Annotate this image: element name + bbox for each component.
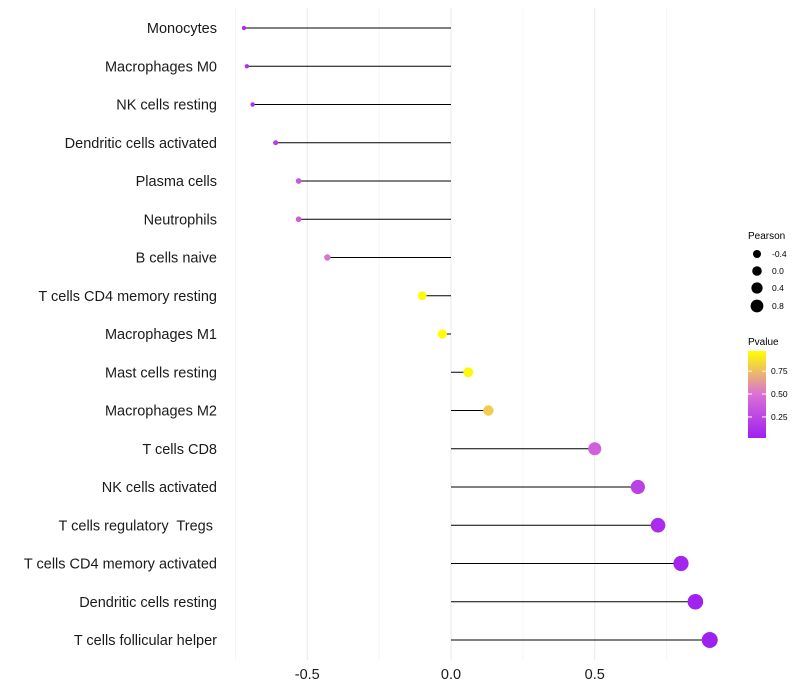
lollipop-point <box>687 593 704 610</box>
x-tick-label: 0.5 <box>585 667 605 683</box>
lollipop-point <box>650 517 666 533</box>
y-tick-label: Plasma cells <box>136 174 217 190</box>
lollipop-point <box>673 555 689 572</box>
legend-color-ticks: 0.25 0.50 0.75 <box>748 366 788 422</box>
y-tick-label: T cells follicular helper <box>74 633 217 649</box>
lollipop-points <box>241 25 718 648</box>
lollipop-point <box>630 479 645 495</box>
legend: Pearson -0.4 0.0 0.4 0.8 Pvalue 0.25 0.50 0.7… <box>748 231 788 438</box>
lollipop-point <box>417 291 427 301</box>
x-tick-label: 0.0 <box>441 667 461 683</box>
y-tick-label: NK cells activated <box>102 480 217 496</box>
legend-size-key <box>751 282 763 294</box>
lollipop-point <box>273 140 279 146</box>
y-tick-label: T cells CD4 memory activated <box>24 557 217 573</box>
lollipop-point <box>295 216 302 223</box>
legend-colorbar <box>748 351 766 438</box>
legend-color-label: 0.50 <box>771 389 788 399</box>
lollipop-point <box>244 64 250 69</box>
legend-size-label: 0.4 <box>772 283 784 293</box>
lollipop-point <box>483 405 494 416</box>
y-tick-label: T cells CD8 <box>142 442 217 458</box>
legend-size-key <box>750 299 764 313</box>
y-tick-label: Dendritic cells resting <box>79 595 217 611</box>
y-tick-label: T cells regulatory Tregs <box>59 518 218 534</box>
legend-size-keys: -0.4 0.0 0.4 0.8 <box>750 249 787 313</box>
y-tick-label: B cells naive <box>136 251 217 267</box>
x-axis-labels: -0.5 0.0 0.5 <box>295 667 605 683</box>
legend-color-label: 0.25 <box>771 412 788 422</box>
legend-size-label: -0.4 <box>772 249 787 259</box>
y-tick-label: Macrophages M0 <box>105 59 217 75</box>
legend-pvalue-title: Pvalue <box>748 337 779 348</box>
y-tick-label: Macrophages M2 <box>105 404 217 420</box>
legend-size-key <box>752 266 762 276</box>
y-tick-label: Dendritic cells activated <box>65 136 217 152</box>
y-tick-label: Macrophages M1 <box>105 327 217 343</box>
lollipop-point <box>295 178 302 184</box>
lollipop-point <box>437 329 448 339</box>
legend-pearson-title: Pearson <box>748 231 785 242</box>
lollipop-point <box>463 367 474 378</box>
x-tick-label: -0.5 <box>295 667 320 683</box>
y-tick-label: Neutrophils <box>144 212 217 228</box>
legend-size-label: 0.8 <box>772 301 784 311</box>
lollipop-point <box>250 102 255 107</box>
lollipop-point <box>588 442 602 456</box>
lollipop-point <box>241 25 247 31</box>
legend-color-label: 0.75 <box>771 366 788 376</box>
y-tick-label: Monocytes <box>147 21 217 37</box>
y-axis-labels: Monocytes Macrophages M0 NK cells resting D… <box>24 21 217 649</box>
lollipop-point <box>701 632 718 648</box>
y-tick-label: NK cells resting <box>116 98 217 114</box>
lollipop-stems <box>244 27 710 641</box>
y-tick-label: Mast cells resting <box>105 365 217 381</box>
lollipop-point <box>324 254 331 261</box>
legend-size-key <box>753 250 761 258</box>
legend-size-label: 0.0 <box>772 266 784 276</box>
y-tick-label: T cells CD4 memory resting <box>38 289 217 305</box>
